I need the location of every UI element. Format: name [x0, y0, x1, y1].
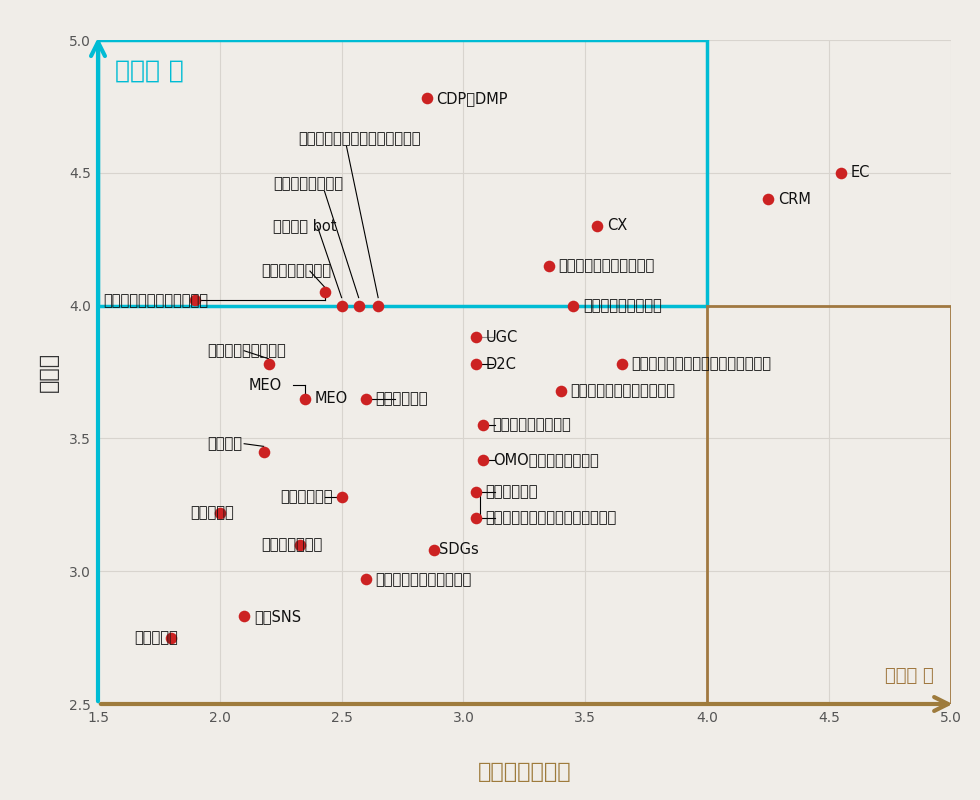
Text: インフルエンサーマーケティング: インフルエンサーマーケティング: [485, 510, 616, 526]
Text: デジタル接客: デジタル接客: [375, 391, 428, 406]
Bar: [707, 306, 951, 704]
Text: クッキー代替技術: クッキー代替技術: [273, 176, 343, 191]
Text: リテールメディア: リテールメディア: [262, 263, 331, 278]
Text: ジオターゲティング: ジオターゲティング: [208, 343, 286, 358]
Text: パーソナライゼーション: パーソナライゼーション: [559, 258, 655, 274]
Point: [164, 631, 179, 644]
Text: ソーシャルメディアマーケティング: ソーシャルメディアマーケティング: [631, 357, 771, 371]
Text: OMO・オムニチャネル: OMO・オムニチャネル: [493, 452, 599, 467]
Text: 音声SNS: 音声SNS: [254, 609, 301, 624]
Text: コンテンツマーケティング: コンテンツマーケティング: [570, 383, 675, 398]
Point: [187, 294, 203, 306]
Point: [467, 331, 483, 344]
Point: [358, 573, 373, 586]
Text: クラウドファンディング: クラウドファンディング: [375, 572, 472, 586]
Point: [370, 299, 386, 312]
Bar: [98, 40, 707, 306]
Text: 将来性 高: 将来性 高: [115, 58, 184, 82]
Text: EC: EC: [851, 166, 870, 180]
Point: [297, 392, 313, 405]
Text: ファンベース: ファンベース: [485, 484, 538, 499]
Point: [426, 543, 442, 556]
Point: [261, 358, 276, 370]
Point: [256, 446, 271, 458]
Text: 将来性: 将来性: [39, 352, 59, 392]
Point: [334, 299, 350, 312]
Point: [317, 286, 332, 298]
Text: デザイン思考: デザイン思考: [280, 490, 333, 504]
Point: [358, 392, 373, 405]
Point: [467, 485, 483, 498]
Point: [334, 490, 350, 503]
Text: CDP／DMP: CDP／DMP: [437, 91, 508, 106]
Text: 収益性 高: 収益性 高: [885, 667, 934, 686]
Point: [541, 259, 557, 272]
Text: MEO: MEO: [315, 391, 348, 406]
Text: ダイナミックプライシング: ダイナミックプライシング: [103, 293, 208, 308]
Text: MEO: MEO: [249, 378, 282, 393]
Point: [351, 299, 367, 312]
Point: [590, 219, 606, 232]
Text: カスタマーサクセス: カスタマーサクセス: [583, 298, 662, 313]
Text: SDGs: SDGs: [439, 542, 479, 558]
Text: CRM: CRM: [778, 192, 810, 207]
Text: UGC: UGC: [485, 330, 517, 345]
Point: [467, 358, 483, 370]
Text: メタバース: メタバース: [134, 630, 178, 645]
Point: [565, 299, 581, 312]
Point: [613, 358, 629, 370]
Point: [236, 610, 252, 622]
Text: イマーシブ: イマーシブ: [190, 506, 234, 520]
Point: [760, 193, 776, 206]
Text: CX: CX: [608, 218, 627, 234]
Text: チャット bot: チャット bot: [273, 218, 337, 234]
Text: ライブコマース: ライブコマース: [262, 537, 322, 552]
Point: [419, 92, 435, 105]
Text: D2C: D2C: [485, 357, 516, 371]
Text: 無人店舗: 無人店舗: [208, 436, 243, 451]
Point: [553, 384, 568, 397]
Text: 経済インパクト: 経済インパクト: [477, 762, 571, 782]
Text: サブスクリプション型コマース: サブスクリプション型コマース: [298, 130, 420, 146]
Text: 動画マーケティング: 動画マーケティング: [493, 418, 571, 433]
Point: [467, 512, 483, 525]
Point: [475, 418, 491, 431]
Point: [292, 538, 308, 551]
Point: [833, 166, 849, 179]
Point: [475, 454, 491, 466]
Point: [212, 506, 227, 519]
